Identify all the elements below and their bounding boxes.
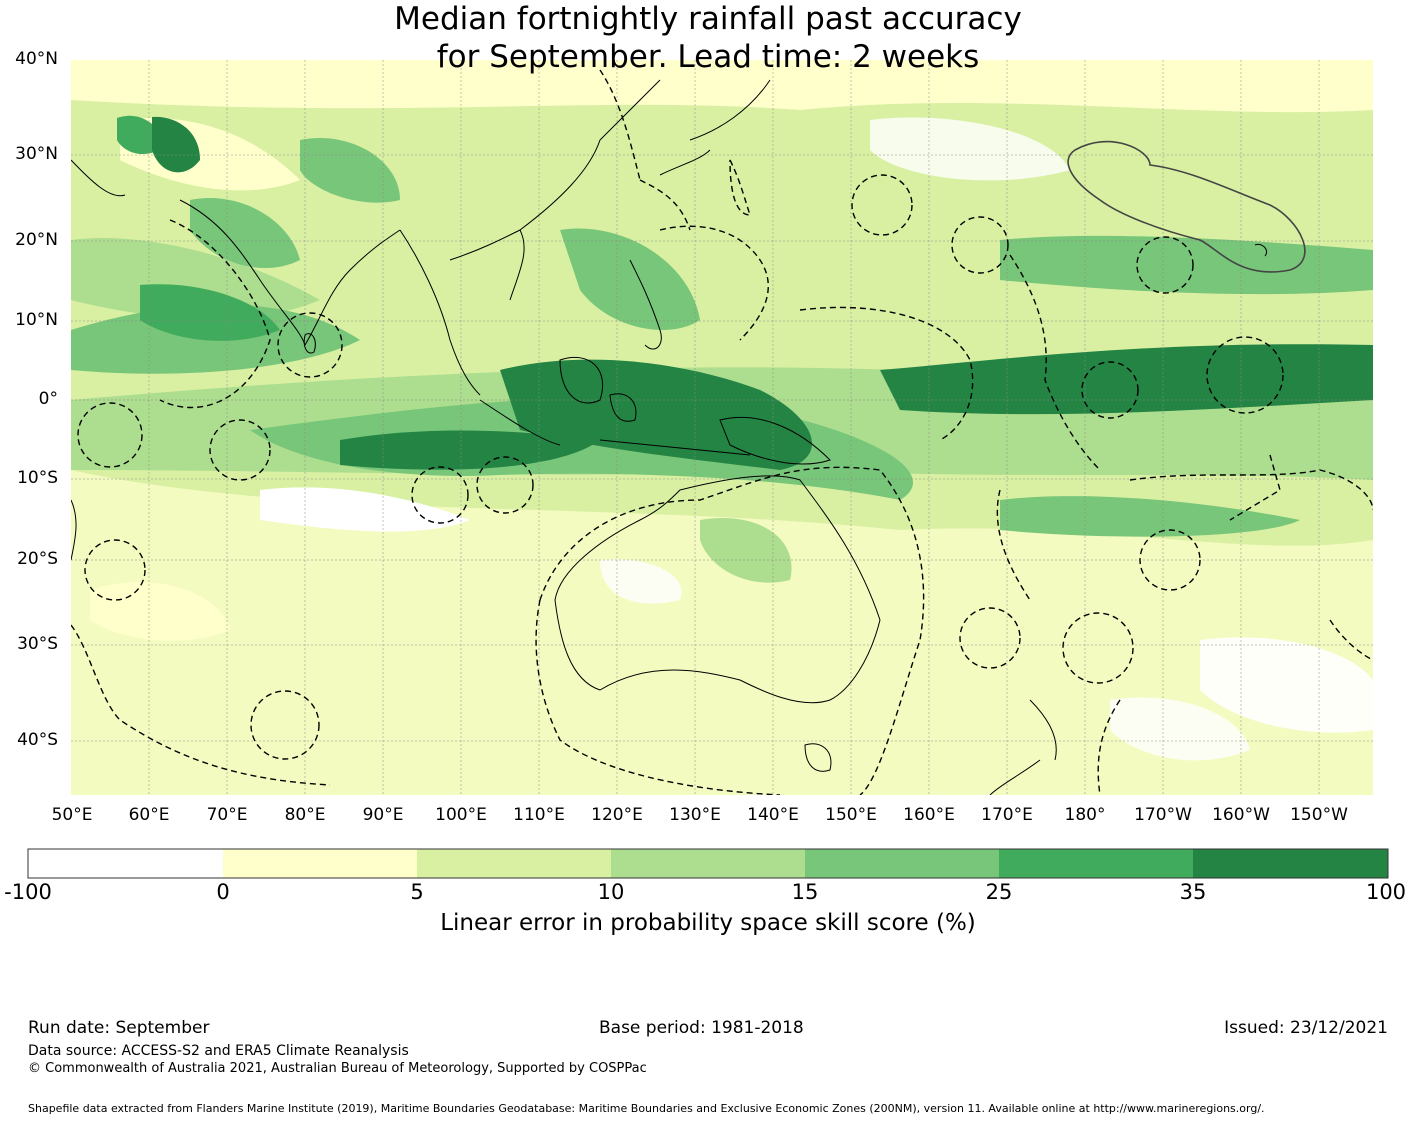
coastline-icon (71, 79, 1268, 795)
base-period: Base period: 1981-2018 (599, 1018, 804, 1038)
lon-label: 170°E (981, 805, 1033, 825)
lat-label: 0° (38, 389, 58, 409)
lat-label: 30°N (15, 144, 58, 164)
colorbar-tick: 10 (597, 880, 625, 904)
eez-boundary-icon (71, 69, 1373, 795)
lat-label: 30°S (17, 634, 58, 654)
data-source: Data source: ACCESS-S2 and ERA5 Climate … (28, 1043, 409, 1059)
colorbar (27, 848, 1389, 879)
lon-label: 70°E (206, 805, 248, 825)
shapefile-credit: Shapefile data extracted from Flanders M… (28, 1102, 1265, 1115)
lat-label: 40°N (15, 49, 58, 69)
colorbar-tick: 0 (216, 880, 230, 904)
lon-label: 140°E (747, 805, 799, 825)
lon-label: 100°E (435, 805, 487, 825)
lat-label: 10°N (15, 310, 58, 330)
lon-label: 170°W (1134, 805, 1192, 825)
colorbar-segment (999, 849, 1193, 878)
colorbar-outline (27, 848, 1389, 879)
lat-label: 40°S (17, 730, 58, 750)
lat-label: 20°N (15, 230, 58, 250)
map-title: Median fortnightly rainfall past accurac… (0, 0, 1416, 76)
colorbar-segment (611, 849, 805, 878)
hawaii-eez-icon (1067, 140, 1306, 273)
lon-label: 160°W (1212, 805, 1270, 825)
colorbar-tick: 25 (985, 880, 1013, 904)
lon-label: 90°E (362, 805, 404, 825)
lon-label: 160°E (903, 805, 955, 825)
colorbar-segment (805, 849, 999, 878)
colorbar-segment (28, 849, 223, 878)
lon-label: 50°E (51, 805, 93, 825)
issued-date: Issued: 23/12/2021 (1224, 1018, 1388, 1038)
title-line-2: for September. Lead time: 2 weeks (436, 39, 980, 75)
lon-label: 110°E (513, 805, 565, 825)
run-date: Run date: September (28, 1018, 210, 1038)
lon-label: 120°E (591, 805, 643, 825)
lat-label: 10°S (17, 468, 58, 488)
title-line-1: Median fortnightly rainfall past accurac… (394, 1, 1022, 37)
lon-label: 130°E (669, 805, 721, 825)
lon-label: 180° (1064, 805, 1106, 825)
lon-label: 150°E (825, 805, 877, 825)
colorbar-segment (1193, 849, 1388, 878)
lat-label: 20°S (17, 549, 58, 569)
lon-label: 150°W (1290, 805, 1348, 825)
colorbar-tick: 15 (791, 880, 819, 904)
colorbar-label: Linear error in probability space skill … (440, 910, 976, 936)
lon-label: 80°E (284, 805, 326, 825)
colorbar-tick: 5 (410, 880, 424, 904)
skill-field (71, 60, 1373, 795)
colorbar-tick: 100 (1365, 880, 1407, 904)
copyright: © Commonwealth of Australia 2021, Austra… (28, 1061, 647, 1076)
colorbar-segment (417, 849, 611, 878)
colorbar-tick: -100 (4, 880, 52, 904)
colorbar-segment (223, 849, 417, 878)
lon-label: 60°E (128, 805, 170, 825)
colorbar-tick: 35 (1179, 880, 1207, 904)
